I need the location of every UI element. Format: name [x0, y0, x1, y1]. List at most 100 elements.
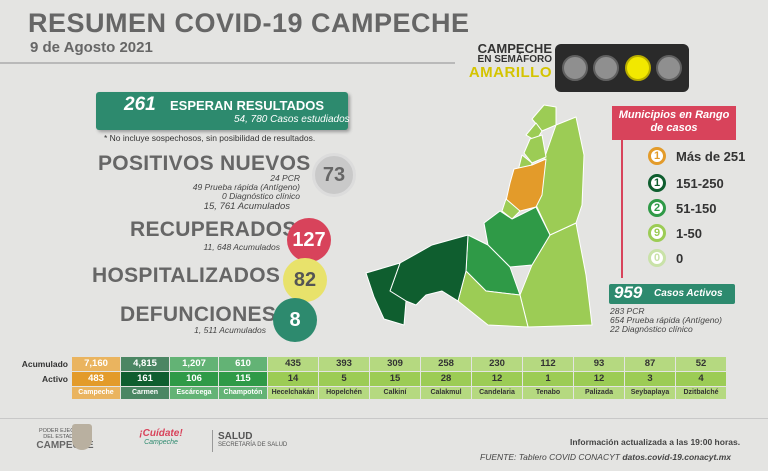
cell-municipio: Hopelchén: [319, 387, 369, 399]
range-count-4: 0: [648, 249, 666, 267]
defunciones-acumulados: 1, 511 Acumulados: [194, 325, 266, 335]
table-row-names: Campeche Carmen Escárcega Champotón Hecelcha…: [8, 387, 760, 401]
defunciones-circle: 8: [273, 298, 317, 342]
row-label-activo: Activo: [42, 374, 68, 384]
cell-municipio: Seybaplaya: [625, 387, 675, 399]
range-label-3: 1-50: [676, 226, 703, 241]
municipios-table: Acumulado 7,160 4,815 1,207 610 435 393 309 258…: [8, 357, 760, 402]
cell-municipio: Candelaria: [472, 387, 522, 399]
logo-gobierno-l3: CAMPECHE: [36, 440, 94, 452]
traffic-light: [555, 44, 689, 92]
pending-note: * No incluye sospechosos, sin posibilida…: [104, 133, 316, 143]
active-clinico: 22 Diagnóstico clínico: [610, 324, 693, 334]
range-label-4: 0: [676, 251, 684, 266]
source-label: FUENTE: Tablero COVID CONACYT: [480, 452, 620, 462]
semaforo-label: CAMPECHE EN SEMÁFORO AMARILLO: [466, 42, 552, 80]
municipios-connector: [621, 140, 623, 278]
positivos-value: 73: [322, 163, 346, 186]
positivos-rapida: 49 Prueba rápida (Antígeno): [192, 182, 300, 192]
logo-gobierno: PODER EJECUTIVO DEL ESTADO DE CAMPECHE: [34, 428, 96, 451]
range-count-2: 2: [648, 199, 666, 217]
logo-gobierno-l1: PODER EJECUTIVO: [39, 428, 91, 434]
cell-activo: 483: [72, 372, 120, 386]
logo-salud-divider: [212, 430, 213, 452]
row-label-acumulado: Acumulado: [21, 359, 68, 369]
pending-results-box: 261 ESPERAN RESULTADOS 54, 780 Casos est…: [96, 92, 350, 130]
semaforo-line2: EN SEMÁFORO: [477, 54, 552, 65]
logo-cuidate: ¡Cuídate! Campeche: [136, 428, 186, 446]
studied-cases: 54, 780 Casos estudiados: [234, 114, 350, 125]
active-count: 959: [614, 283, 643, 302]
logo-salud-l1: SALUD: [218, 431, 253, 442]
source-url: datos.covid-19.conacyt.mx: [622, 452, 731, 462]
traffic-light-orange: [593, 55, 620, 81]
map-palizada: [365, 262, 407, 326]
map-carmen: [389, 234, 469, 306]
cell-acumulado: 93: [574, 357, 624, 371]
traffic-light-red: [561, 55, 588, 81]
source-note: FUENTE: Tablero COVID CONACYT datos.covi…: [480, 452, 731, 462]
positivos-pcr: 24 PCR: [270, 173, 300, 183]
map-champoton: [483, 206, 551, 268]
cell-activo: 106: [170, 372, 218, 386]
cell-activo: 5: [319, 372, 369, 386]
active-pcr: 283 PCR: [610, 306, 645, 316]
hospitalizados-value: 82: [293, 268, 317, 291]
cell-municipio: Campeche: [72, 387, 120, 399]
traffic-light-green: [656, 55, 683, 81]
logo-salud-l2: SECRETARÍA DE SALUD: [218, 442, 288, 448]
pending-count: 261: [124, 94, 156, 115]
cell-activo: 12: [472, 372, 522, 386]
range-label-0: Más de 251: [676, 149, 746, 164]
cell-acumulado: 52: [676, 357, 726, 371]
cell-acumulado: 112: [523, 357, 573, 371]
cell-municipio: Calakmul: [421, 387, 471, 399]
range-count-1: 1: [648, 174, 666, 192]
hospitalizados-label: HOSPITALIZADOS: [92, 264, 281, 287]
cell-activo: 14: [268, 372, 318, 386]
recuperados-circle: 127: [287, 218, 331, 262]
pending-label: ESPERAN RESULTADOS: [170, 98, 325, 113]
range-count-3: 9: [648, 224, 666, 242]
cell-acumulado: 4,815: [121, 357, 169, 371]
cell-acumulado: 258: [421, 357, 471, 371]
footer-divider: [0, 418, 768, 419]
campeche-map: [365, 104, 593, 328]
semaforo-line1: CAMPECHE: [477, 41, 552, 56]
defunciones-value: 8: [289, 308, 301, 331]
cell-municipio: Calkiní: [370, 387, 420, 399]
cell-acumulado: 435: [268, 357, 318, 371]
recuperados-label: RECUPERADOS: [130, 218, 297, 241]
recuperados-acumulados: 11, 648 Acumulados: [203, 242, 280, 252]
hospitalizados-circle: 82: [283, 258, 327, 302]
cell-acumulado: 309: [370, 357, 420, 371]
semaforo-line3: AMARILLO: [468, 64, 552, 81]
table-row-activo: Activo 483 161 106 115 14 5 15 28 12 1 12 3 4: [8, 372, 760, 386]
cell-municipio: Tenabo: [523, 387, 573, 399]
cell-municipio: Champotón: [219, 387, 267, 399]
range-label-1: 151-250: [676, 176, 724, 191]
recuperados-value: 127: [292, 228, 326, 251]
cell-activo: 12: [574, 372, 624, 386]
active-label: Casos Activos: [654, 288, 723, 299]
report-date: 9 de Agosto 2021: [30, 39, 153, 56]
logo-salud: SALUD SECRETARÍA DE SALUD: [218, 431, 287, 448]
map-hecelchakan: [523, 134, 547, 164]
cell-acumulado: 7,160: [72, 357, 120, 371]
logo-cuidate-l1: ¡Cuídate!: [139, 428, 183, 439]
cell-acumulado: 87: [625, 357, 675, 371]
active-cases-box: 959 Casos Activos: [609, 283, 735, 304]
table-row-acumulado: Acumulado 7,160 4,815 1,207 610 435 393 309 258…: [8, 357, 760, 371]
cell-municipio: Hecelchakán: [268, 387, 318, 399]
updated-note: Información actualizada a las 19:00 hora…: [570, 437, 741, 447]
cell-municipio: Escárcega: [170, 387, 218, 399]
logo-gobierno-l2: DEL ESTADO DE: [43, 434, 87, 441]
positivos-circle: 73: [312, 153, 356, 197]
range-count-0: 1: [648, 147, 666, 165]
cell-acumulado: 610: [219, 357, 267, 371]
coat-of-arms-icon: [72, 424, 92, 450]
cell-activo: 161: [121, 372, 169, 386]
cell-municipio: Palizada: [574, 387, 624, 399]
cell-activo: 15: [370, 372, 420, 386]
positivos-label: POSITIVOS NUEVOS: [98, 152, 311, 175]
